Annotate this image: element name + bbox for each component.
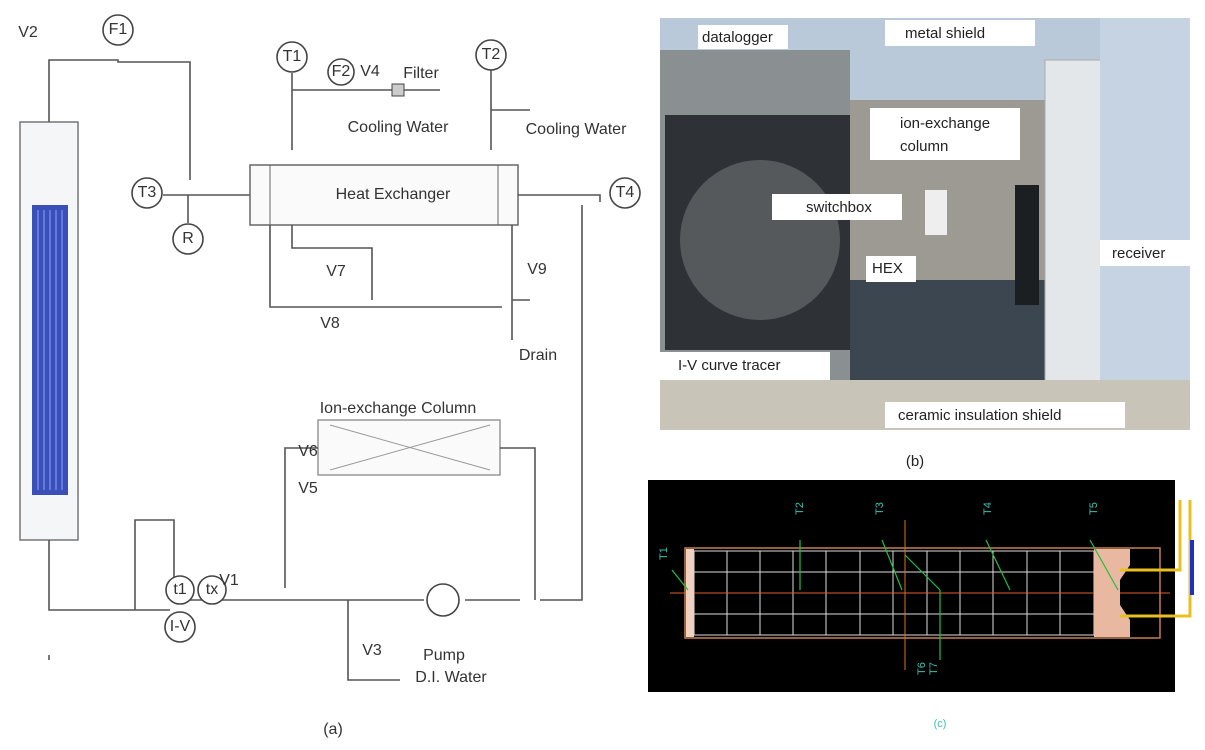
label: Cooling Water xyxy=(348,119,449,136)
label: ceramic insulation shield xyxy=(898,407,1061,424)
label: F2 xyxy=(332,63,351,80)
label: V4 xyxy=(360,63,380,80)
label: switchbox xyxy=(806,199,872,216)
label: T4 xyxy=(616,184,635,201)
instrument-circle xyxy=(427,584,459,616)
caption: (b) xyxy=(906,453,924,470)
panel-a: V2 F1 T1 F2 V4 Filter T2 Cooling Water C… xyxy=(18,15,640,738)
label: T1 xyxy=(283,48,302,65)
label: V9 xyxy=(527,261,547,278)
label: HEX xyxy=(872,260,903,277)
label: column xyxy=(900,138,948,155)
shape xyxy=(686,549,694,637)
label: V1 xyxy=(219,572,239,589)
label: T3 xyxy=(874,502,886,515)
label: Ion-exchange Column xyxy=(320,400,477,417)
pipe-line xyxy=(518,195,600,202)
pipe-line xyxy=(285,448,318,588)
pipe-line xyxy=(348,600,400,680)
shape xyxy=(1045,60,1103,400)
label: T3 xyxy=(138,184,157,201)
label: tx xyxy=(206,581,218,598)
label: Filter xyxy=(403,65,439,82)
label: I-V curve tracer xyxy=(678,357,781,374)
label: V5 xyxy=(298,480,318,497)
label: I-V xyxy=(170,618,191,635)
label: V8 xyxy=(320,315,340,332)
label: T4 xyxy=(982,502,994,515)
label: datalogger xyxy=(702,29,773,46)
pipe-line xyxy=(49,540,170,610)
label: R xyxy=(182,230,194,247)
label: V3 xyxy=(362,642,382,659)
label: receiver xyxy=(1112,245,1165,262)
label: T1 xyxy=(658,547,670,560)
label: T6 xyxy=(916,662,928,675)
label: V7 xyxy=(326,263,346,280)
figure: V2 F1 T1 F2 V4 Filter T2 Cooling Water C… xyxy=(0,0,1205,750)
label: D.I. Water xyxy=(415,669,487,686)
pipe-line xyxy=(270,225,502,307)
caption: (a) xyxy=(323,721,343,738)
instrument-circle xyxy=(680,160,840,320)
shape xyxy=(1190,540,1194,595)
label: Pump xyxy=(423,647,465,664)
shape xyxy=(1100,18,1190,400)
shape xyxy=(1015,185,1039,305)
caption: (c) xyxy=(934,718,947,730)
label: V6 xyxy=(298,443,318,460)
shape xyxy=(925,190,947,235)
pipe-line xyxy=(500,448,535,600)
filter-box xyxy=(392,84,404,96)
label: Drain xyxy=(519,347,557,364)
label: T2 xyxy=(794,502,806,515)
label: T7 xyxy=(928,662,940,675)
label: Heat Exchanger xyxy=(336,186,451,203)
label: T2 xyxy=(482,46,501,63)
panel-c: T1 T2 T3 T4 T5 T6 T7 (c) xyxy=(648,480,1194,730)
label: Cooling Water xyxy=(526,121,627,138)
label: T5 xyxy=(1088,502,1100,515)
label: t1 xyxy=(173,581,186,598)
panel-b: datalogger metal shield ion-exchange col… xyxy=(660,18,1190,470)
label: ion-exchange xyxy=(900,115,990,132)
label: V2 xyxy=(18,24,38,41)
label: F1 xyxy=(109,21,128,38)
label: metal shield xyxy=(905,25,985,42)
